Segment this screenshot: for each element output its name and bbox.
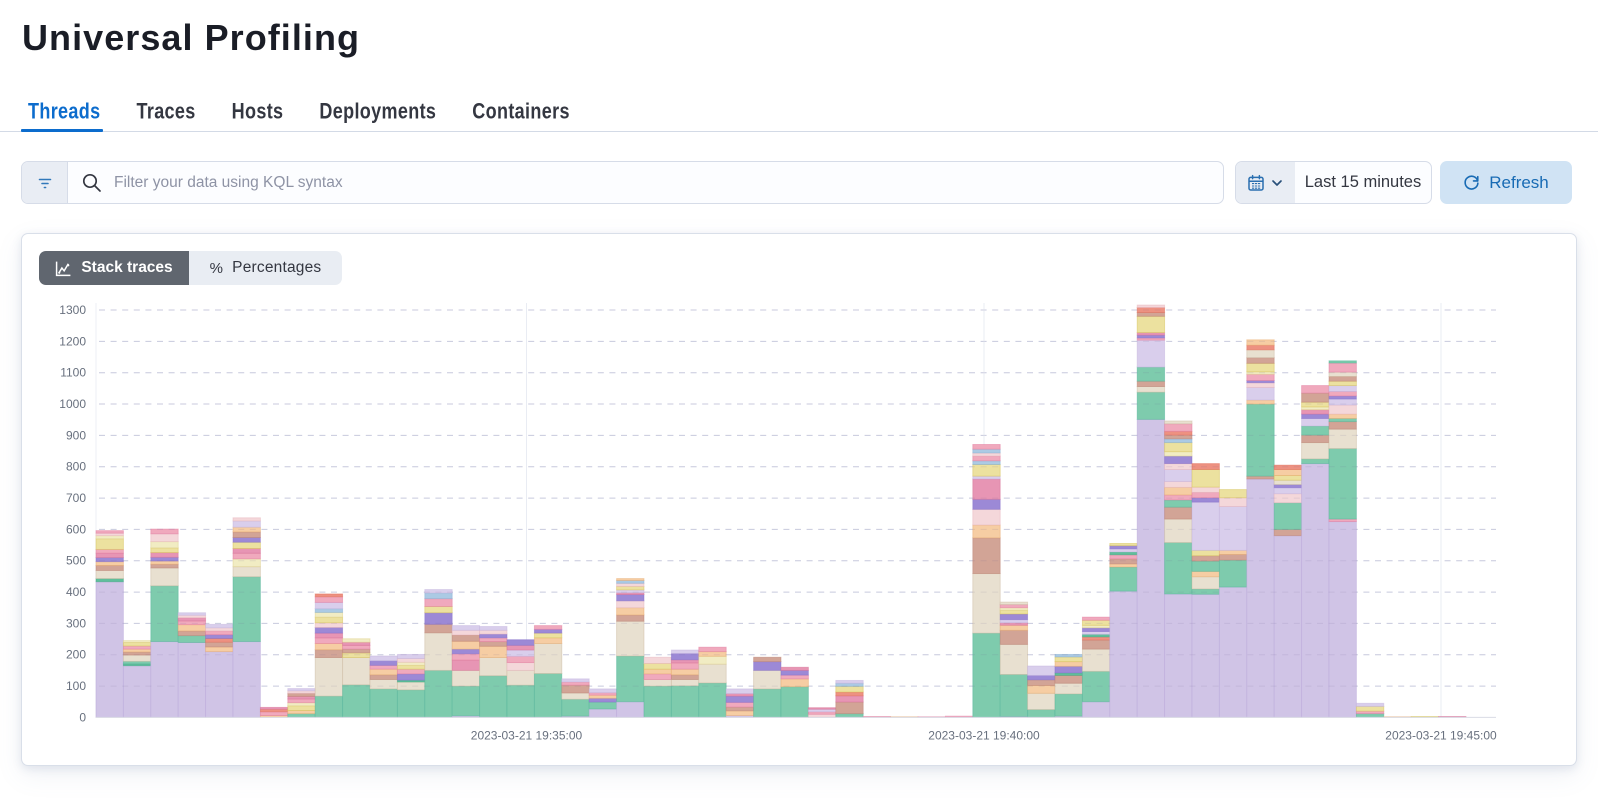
svg-text:700: 700 <box>66 491 86 505</box>
svg-text:500: 500 <box>66 554 86 568</box>
svg-text:400: 400 <box>66 585 86 599</box>
svg-text:600: 600 <box>66 522 86 536</box>
svg-text:900: 900 <box>66 428 86 442</box>
svg-text:1100: 1100 <box>60 366 86 380</box>
svg-text:2023-03-21 19:40:00: 2023-03-21 19:40:00 <box>928 729 1040 743</box>
svg-text:1300: 1300 <box>59 303 86 317</box>
svg-text:1000: 1000 <box>59 397 86 411</box>
svg-text:1200: 1200 <box>59 334 86 348</box>
svg-text:0: 0 <box>79 710 86 724</box>
svg-text:200: 200 <box>66 648 86 662</box>
svg-text:300: 300 <box>66 616 86 630</box>
svg-text:800: 800 <box>66 460 86 474</box>
svg-text:2023-03-21 19:45:00: 2023-03-21 19:45:00 <box>1385 729 1497 743</box>
svg-text:100: 100 <box>66 679 86 693</box>
svg-text:2023-03-21 19:35:00: 2023-03-21 19:35:00 <box>471 729 583 743</box>
